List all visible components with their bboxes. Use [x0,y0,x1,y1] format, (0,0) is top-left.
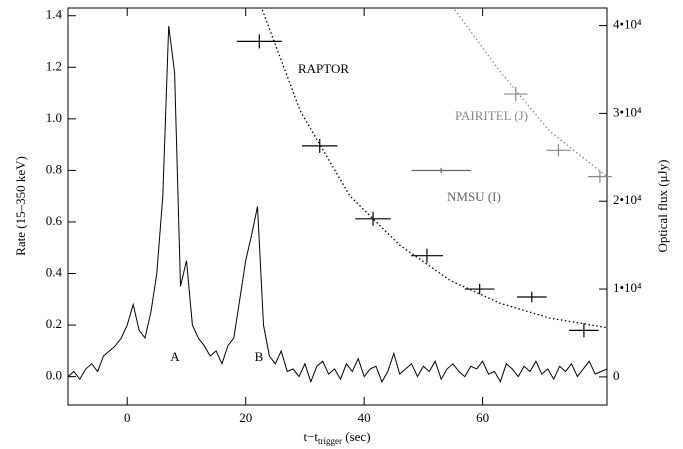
y2-tick-label: 3•10⁴ [613,104,642,119]
y2-tick-label: 1•10⁴ [613,280,642,295]
x-tick-label: 0 [124,410,131,425]
y2-tick-label: 2•10⁴ [613,192,642,207]
y-tick-label: 0.4 [46,265,63,280]
plot-frame [67,7,608,406]
annotation: B [255,349,264,364]
x-label-main: t−t [303,429,318,444]
annotation: A [170,349,180,364]
x-axis-label: t−ttrigger (sec) [303,429,370,446]
y-tick-label: 1.2 [46,58,62,73]
y2-tick-label: 4•10⁴ [613,17,642,32]
x-tick-label: 40 [358,410,371,425]
y-tick-label: 0.2 [46,316,62,331]
fit-curve [454,9,608,178]
fit-curve [261,9,608,329]
series-label: PAIRITEL (J) [455,108,528,123]
light-curve [67,25,608,384]
y2-axis-label: Optical flux (μJy) [655,160,670,253]
x-label-unit: (sec) [342,429,371,444]
y-axis-label: Rate (15–350 keV) [13,156,28,256]
y-tick-label: 0.6 [46,213,63,228]
series-label: NMSU (I) [447,189,501,204]
y-tick-label: 1.4 [46,7,63,22]
y-tick-label: 0.0 [46,368,62,383]
y-tick-label: 1.0 [46,110,62,125]
series-label: RAPTOR [298,61,349,76]
x-tick-label: 60 [476,410,489,425]
x-tick-label: 20 [239,410,252,425]
y-tick-label: 0.8 [46,161,62,176]
y2-tick-label: 0 [613,368,620,383]
x-label-sub: trigger [318,436,342,446]
